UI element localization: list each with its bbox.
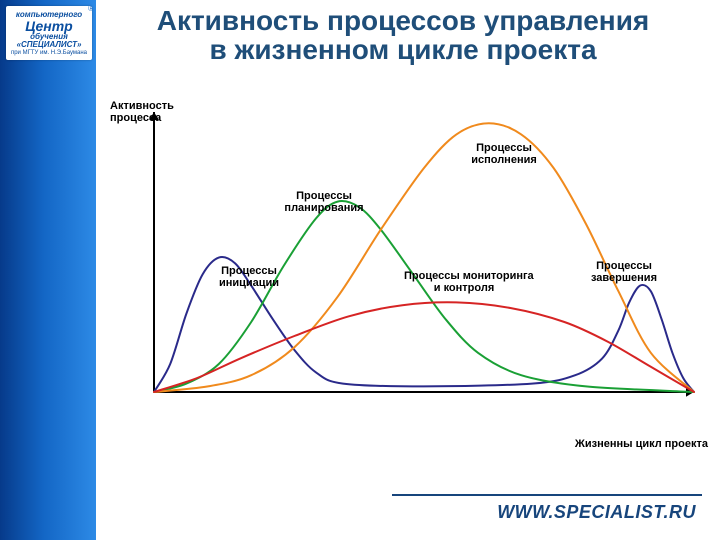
logo-specialist: «СПЕЦИАЛИСТ» xyxy=(17,41,82,49)
series-label-execution: Процессы исполнения xyxy=(444,142,564,166)
footer-url: WWW.SPECIALIST.RU xyxy=(497,502,696,523)
brand-sidebar: ® компьютерного Центр обучения «СПЕЦИАЛИ… xyxy=(0,0,96,540)
title-line2: в жизненном цикле проекта xyxy=(96,35,710,64)
series-planning xyxy=(154,201,694,392)
series-label-initiation: Процессы инициации xyxy=(189,265,309,289)
brand-logo: ® компьютерного Центр обучения «СПЕЦИАЛИ… xyxy=(6,6,92,60)
series-label-closing: Процессы завершения xyxy=(564,260,684,284)
title-line1: Активность процессов управления xyxy=(96,6,710,35)
x-axis-label: Жизненны цикл проекта xyxy=(575,438,708,450)
slide-footer: WWW.SPECIALIST.RU xyxy=(382,480,702,540)
series-monitoring xyxy=(154,302,694,392)
series-label-monitoring: Процессы мониторинга и контроля xyxy=(404,270,524,294)
slide-root: ® компьютерного Центр обучения «СПЕЦИАЛИ… xyxy=(0,0,720,540)
logo-sub-line: при МГТУ им. Н.Э.Баумана xyxy=(11,50,87,56)
process-activity-chart: Активность процесса Процессы инициацииПр… xyxy=(104,102,704,432)
footer-rule xyxy=(392,494,702,496)
slide-title: Активность процессов управления в жизнен… xyxy=(96,6,710,65)
series-label-planning: Процессы планирования xyxy=(264,190,384,214)
series-execution xyxy=(154,123,694,392)
registered-mark-icon: ® xyxy=(88,6,92,13)
logo-brand-line1: Центр xyxy=(25,19,72,33)
